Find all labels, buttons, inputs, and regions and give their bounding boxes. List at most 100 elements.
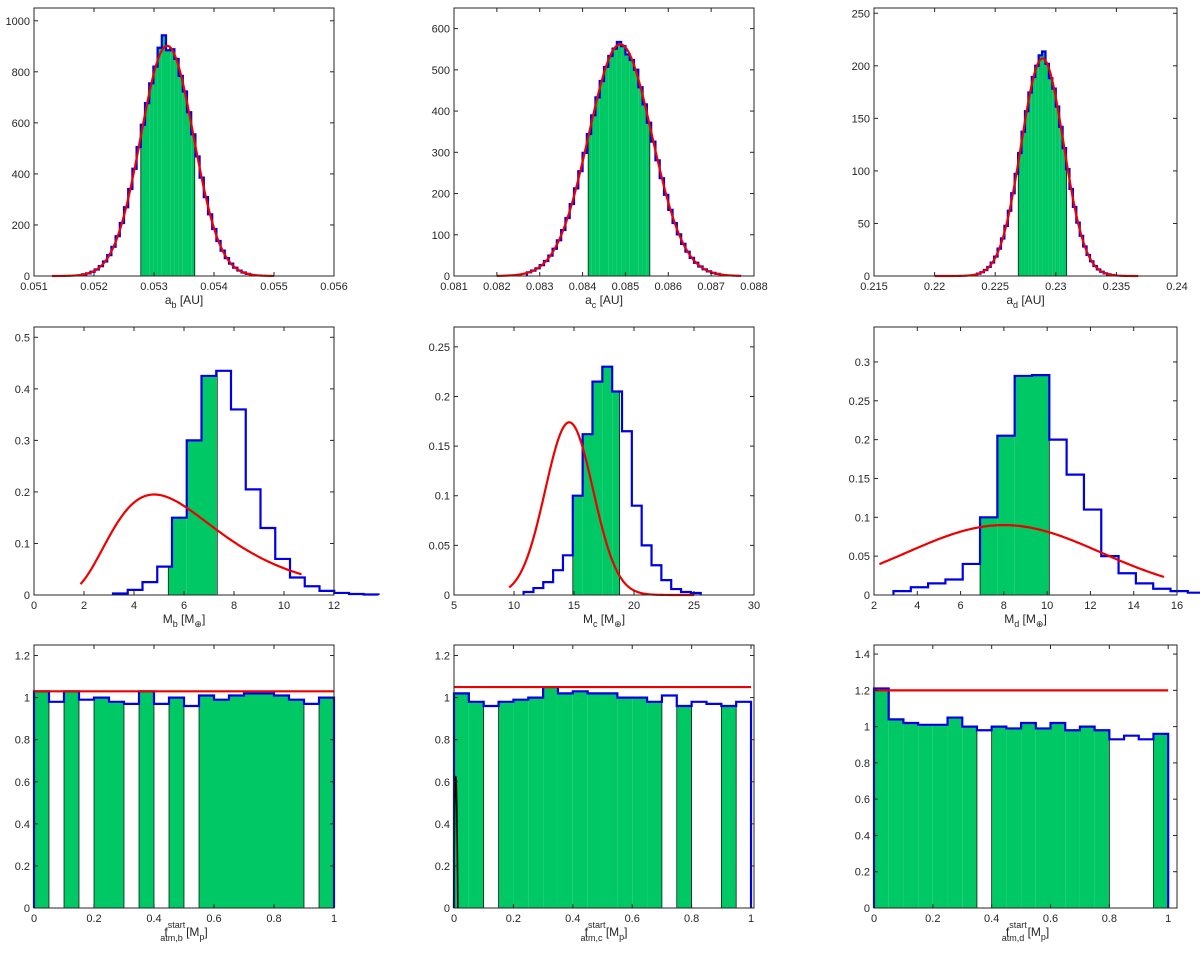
x-tick-label: 0.088 [740, 281, 768, 293]
x-tick-label: 14 [1128, 600, 1140, 612]
x-tick-label: 10 [508, 600, 520, 612]
shaded-region [93, 697, 125, 908]
panel-Md: 2 4 6 8 10 12 14 16 0 0.05 0.1 0.15 0.2 0.25 0.3 Md [M⊕… [849, 326, 1200, 629]
x-tick-label: 0 [451, 913, 457, 925]
shaded-bin [178, 75, 183, 276]
shaded-bin [602, 366, 613, 595]
x-axis-label: Mb [M⊕] [163, 612, 206, 629]
shaded-bin [244, 693, 259, 908]
shaded-bin [172, 517, 187, 595]
shaded-bin [1050, 722, 1066, 908]
y-tick-label: 800 [12, 67, 30, 79]
y-tick-label: 0.05 [849, 551, 870, 563]
shaded-bin [191, 134, 195, 276]
y-tick-label: 0.2 [855, 435, 870, 447]
x-tick-label: 0.2 [925, 913, 940, 925]
shaded-bin [638, 87, 643, 277]
shaded-bin [1021, 131, 1025, 276]
shaded-bin [201, 375, 217, 595]
x-tick-label: 0.083 [526, 281, 554, 293]
shaded-bin [1059, 126, 1063, 276]
x-tick-label: 6 [958, 600, 964, 612]
y-tick-label: 0.15 [849, 473, 870, 485]
shaded-region [167, 370, 218, 595]
y-tick-label: 1 [444, 693, 450, 705]
y-tick-label: 100 [432, 230, 450, 242]
fit-curve [934, 57, 1139, 278]
shaded-bin [1042, 51, 1046, 276]
shaded-region [676, 695, 692, 908]
x-tick-label: 0 [31, 600, 37, 612]
y-tick-label: 0.2 [15, 487, 30, 499]
shaded-bin [145, 103, 150, 276]
shaded-region [572, 366, 620, 595]
axes-frame [33, 7, 335, 277]
shaded-bin [997, 435, 1015, 595]
shaded-bin [34, 691, 49, 908]
x-tick-label: 0.6 [206, 913, 221, 925]
y-tick-label: 200 [432, 189, 450, 201]
histogram-series [111, 369, 380, 596]
shaded-region [874, 688, 978, 908]
shaded-bin [1035, 728, 1051, 908]
y-tick-label: 0.2 [435, 861, 450, 873]
x-axis-label: ad [AU] [1006, 293, 1044, 310]
x-tick-label: 0.235 [1103, 281, 1131, 293]
shaded-bin [1055, 106, 1060, 277]
shaded-bin [229, 695, 244, 908]
shaded-bin [621, 46, 626, 276]
shaded-bin [595, 97, 600, 276]
y-tick-label: 0 [444, 590, 450, 602]
shaded-bin [139, 691, 154, 908]
shaded-bin [991, 726, 1007, 908]
shaded-bin [157, 47, 162, 277]
shaded-bin [591, 115, 596, 277]
y-tick-label: 500 [432, 65, 450, 77]
x-tick-label: 6 [181, 600, 187, 612]
x-tick-label: 20 [628, 600, 640, 612]
panel-fc: 0 0.2 0.4 0.6 0.8 1 0 0.2 0.4 0.6 0.8 1 1.2 fstart atm… [435, 644, 755, 943]
x-axis-label: fstart atm,b [Mp] [160, 920, 208, 943]
y-tick-label: 400 [432, 106, 450, 118]
y-tick-label: 1.2 [855, 685, 870, 697]
shaded-bin [1031, 375, 1050, 595]
shaded-bin [168, 566, 172, 595]
x-tick-label: 25 [688, 600, 700, 612]
y-tick-label: 0 [24, 271, 30, 283]
x-tick-label: 2 [871, 600, 877, 612]
y-tick-label: 0.4 [855, 830, 870, 842]
shaded-bin [602, 693, 618, 908]
x-tick-label: 0.24 [1166, 281, 1187, 293]
y-tick-label: 0.6 [435, 777, 450, 789]
y-tick-label: 0 [864, 590, 870, 602]
x-tick-label: 0.6 [625, 913, 640, 925]
x-axis-label: ab [AU] [165, 293, 203, 310]
shaded-bin [592, 381, 603, 595]
x-tick-label: 0.215 [860, 281, 888, 293]
shaded-bin [588, 134, 592, 276]
x-tick-label: 12 [1084, 600, 1096, 612]
shaded-bin [149, 83, 154, 277]
shaded-bin [1094, 730, 1110, 908]
y-tick-label: 0 [444, 271, 450, 283]
shaded-region [979, 375, 1050, 595]
shaded-bin [199, 695, 214, 908]
x-tick-label: 0.055 [260, 281, 288, 293]
x-tick-label: 0.8 [684, 913, 699, 925]
y-tick-label: 0.3 [15, 435, 30, 447]
y-tick-label: 0.2 [435, 391, 450, 403]
shaded-bin [721, 706, 737, 908]
histogram-series [452, 685, 753, 908]
x-tick-label: 5 [451, 600, 457, 612]
shaded-bin [498, 701, 514, 908]
shaded-bin [903, 722, 919, 908]
x-tick-label: 0.8 [266, 913, 281, 925]
shaded-bin [94, 697, 109, 908]
y-tick-label: 0.15 [429, 441, 450, 453]
shaded-bin [1062, 148, 1067, 276]
shaded-bin [1014, 375, 1032, 595]
axes-frame [873, 7, 1178, 277]
x-tick-label: 12 [328, 600, 340, 612]
x-axis-label: Md [M⊕] [1004, 612, 1047, 629]
shaded-bin [612, 391, 620, 595]
